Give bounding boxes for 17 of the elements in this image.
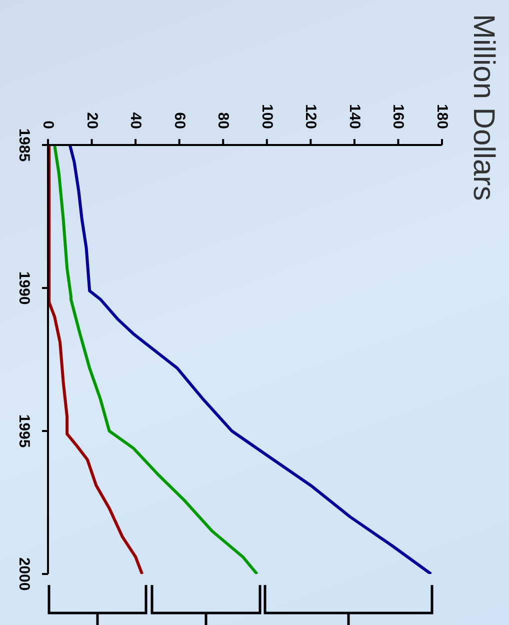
x-tick-label: 60 [170,112,188,129]
x-tick-label: 80 [214,112,232,129]
x-tick-label: 40 [127,112,144,129]
x-tick-label: 0 [40,120,56,129]
x-tick-label: 120 [302,104,320,129]
x-tick-label: 140 [346,104,363,129]
x-tick-label: 160 [390,104,407,129]
x-tick-label: 20 [83,112,100,129]
chart-title: Million Dollars [466,14,500,201]
y-tick-label: 2000 [16,557,32,591]
line-series [68,145,433,574]
x-tick-label: 180 [434,104,450,129]
y-tick-label: 1985 [16,128,32,162]
y-tick-label: 1995 [16,414,32,448]
y-tick-label: 1990 [16,271,32,305]
line-series [53,145,259,574]
x-tick-label: 100 [258,104,276,129]
